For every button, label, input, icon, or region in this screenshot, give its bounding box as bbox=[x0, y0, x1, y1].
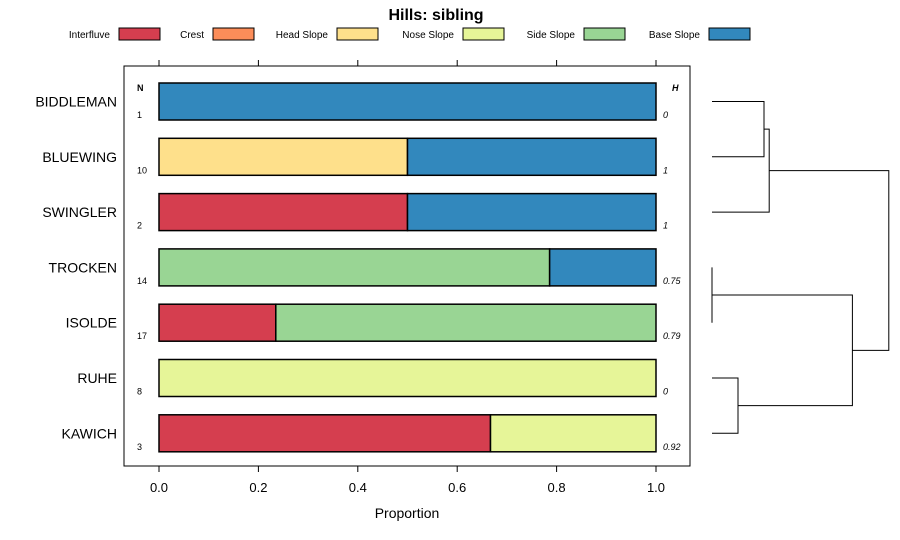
category-label: SWINGLER bbox=[42, 204, 117, 220]
legend: Interfluve Crest Head Slope Nose Slope Side … bbox=[69, 27, 751, 41]
x-tick-label: 0.2 bbox=[249, 480, 267, 495]
bar-segment bbox=[158, 414, 492, 453]
legend-label: Head Slope bbox=[276, 30, 329, 41]
h-value: 1 bbox=[663, 165, 668, 175]
legend-swatch bbox=[708, 27, 751, 41]
bar-segment bbox=[158, 248, 551, 287]
bar-segment bbox=[158, 192, 409, 232]
legend-swatch bbox=[118, 27, 161, 41]
x-tick-label: 1.0 bbox=[647, 480, 665, 495]
bar-segment bbox=[406, 137, 657, 177]
legend-swatch bbox=[583, 27, 626, 41]
bar-segment bbox=[275, 303, 657, 342]
category-label: BIDDLEMAN bbox=[35, 94, 117, 110]
n-header: N bbox=[137, 83, 144, 93]
legend-swatch bbox=[462, 27, 505, 41]
x-axis-title: Proportion bbox=[375, 505, 440, 521]
h-value: 0 bbox=[663, 387, 668, 397]
n-value: 8 bbox=[137, 387, 142, 397]
bar-segment bbox=[158, 82, 657, 121]
category-label: BLUEWING bbox=[42, 149, 117, 165]
x-tick-label: 0.8 bbox=[548, 480, 566, 495]
n-value: 10 bbox=[137, 165, 147, 175]
category-labels: BIDDLEMAN BLUEWING SWINGLER TROCKEN ISOLDE RU… bbox=[35, 94, 117, 442]
n-value: 1 bbox=[137, 110, 142, 120]
dendrogram-branch bbox=[712, 377, 739, 434]
bars bbox=[158, 82, 657, 453]
legend-label: Interfluve bbox=[69, 30, 111, 41]
bar-segment bbox=[548, 248, 657, 287]
category-label: KAWICH bbox=[62, 425, 117, 441]
legend-swatch bbox=[336, 27, 379, 41]
dendrogram-branch bbox=[712, 294, 853, 407]
legend-swatch bbox=[212, 27, 255, 41]
legend-label: Crest bbox=[180, 30, 204, 41]
chart-title: Hills: sibling bbox=[388, 7, 483, 24]
h-value: 0.92 bbox=[663, 442, 681, 452]
plot-panel bbox=[123, 65, 691, 467]
legend-label: Nose Slope bbox=[402, 30, 454, 41]
bar-segment bbox=[158, 137, 409, 177]
dendrogram bbox=[711, 101, 890, 434]
n-value: 17 bbox=[137, 331, 147, 341]
bar-segment bbox=[158, 358, 657, 398]
h-labels: 0 1 1 0.75 0.79 0 0.92 bbox=[663, 110, 682, 452]
h-value: 0.79 bbox=[663, 331, 681, 341]
legend-label: Base Slope bbox=[649, 30, 701, 41]
n-value: 3 bbox=[137, 442, 142, 452]
category-label: ISOLDE bbox=[66, 315, 117, 331]
n-labels: 1 10 2 14 17 8 3 bbox=[137, 110, 147, 452]
h-value: 1 bbox=[663, 221, 668, 231]
bar-segment bbox=[406, 192, 657, 232]
x-tick-label: 0.6 bbox=[448, 480, 466, 495]
dendrogram-branch bbox=[712, 128, 770, 213]
dendrogram-branch bbox=[769, 170, 890, 351]
x-tick-label: 0.4 bbox=[349, 480, 367, 495]
legend-label: Side Slope bbox=[527, 30, 576, 41]
n-value: 14 bbox=[137, 276, 147, 286]
h-value: 0 bbox=[663, 110, 668, 120]
dendrogram-branch bbox=[712, 101, 765, 158]
h-header: H bbox=[672, 83, 679, 93]
x-tick-label: 0.0 bbox=[150, 480, 168, 495]
bar-segment bbox=[489, 414, 657, 453]
h-value: 0.75 bbox=[663, 276, 682, 286]
n-value: 2 bbox=[137, 221, 142, 231]
category-label: TROCKEN bbox=[49, 259, 117, 275]
category-label: RUHE bbox=[77, 370, 117, 386]
bar-segment bbox=[158, 303, 277, 342]
x-axis: 0.0 0.2 0.4 0.6 0.8 1.0 bbox=[150, 60, 665, 495]
